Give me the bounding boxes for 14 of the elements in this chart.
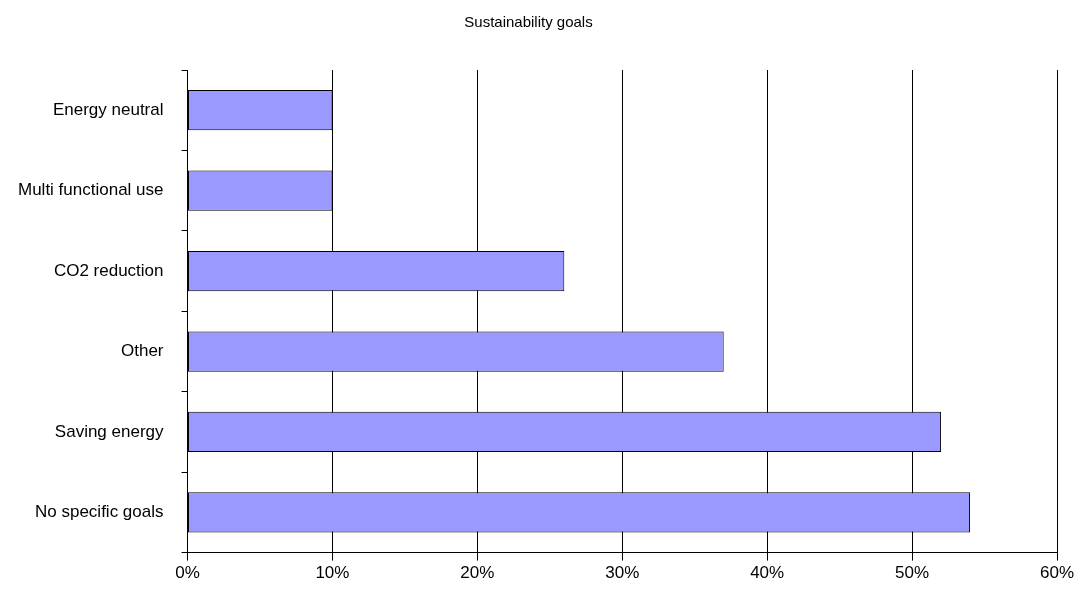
x-tick-label: 40% bbox=[750, 563, 785, 583]
x-tick-label: 0% bbox=[175, 563, 200, 583]
y-tick-label: Saving energy bbox=[54, 421, 165, 441]
y-tick-label: Energy neutral bbox=[52, 99, 164, 119]
x-tick-label: 60% bbox=[1039, 563, 1075, 583]
x-tick-label: 30% bbox=[605, 563, 640, 583]
y-tick-label: Multi functional use bbox=[17, 180, 164, 200]
x-tick-label: 20% bbox=[460, 563, 495, 583]
x-tick-label: 50% bbox=[895, 563, 930, 583]
x-tick-label: 10% bbox=[315, 563, 350, 583]
y-tick-label: No specific goals bbox=[35, 502, 164, 522]
chart-title: Sustainability goals bbox=[464, 13, 593, 31]
y-tick-label: CO2 reduction bbox=[53, 260, 164, 280]
y-tick-label: Other bbox=[120, 341, 164, 361]
